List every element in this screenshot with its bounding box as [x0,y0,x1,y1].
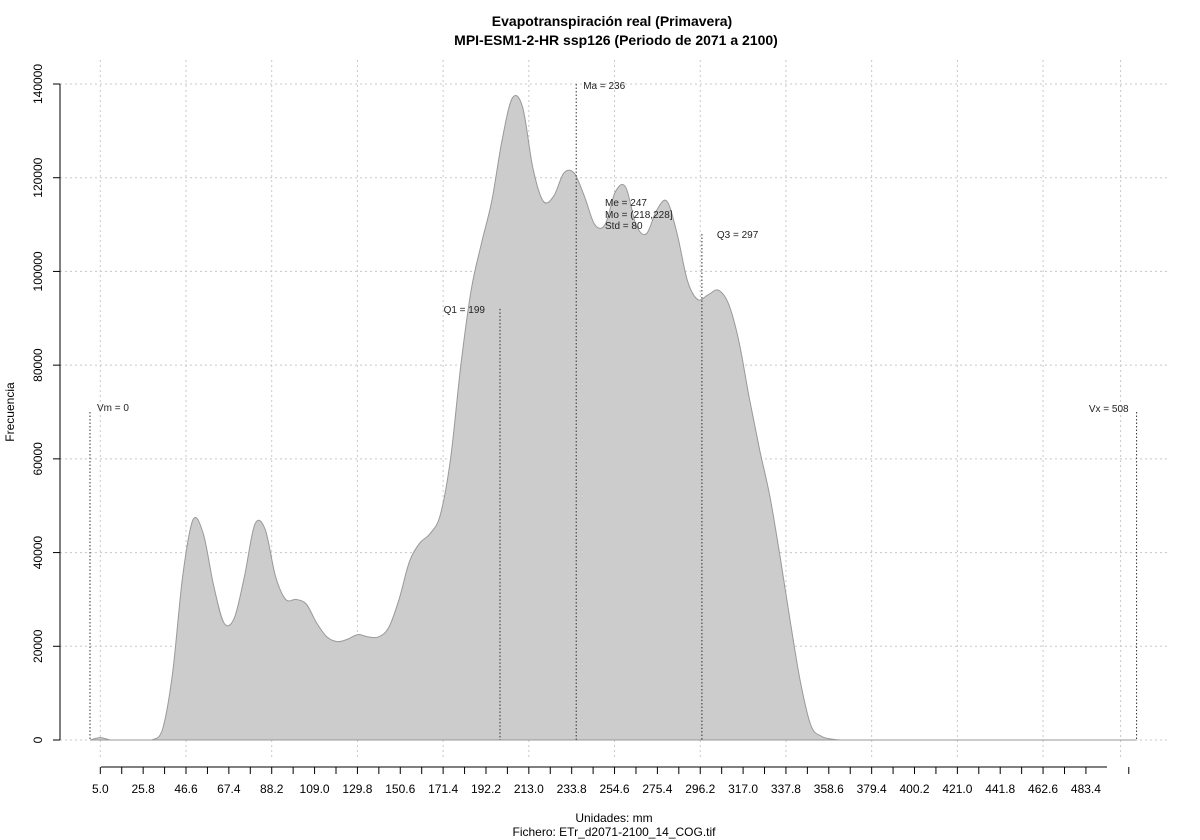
stat-mode: Mo = (218,228] [605,210,673,221]
x-tick-label-1: 25.8 [131,782,155,796]
x-tick-label-21: 441.8 [985,782,1015,796]
stat-median: Me = 247 [605,198,647,209]
x-axis-label: Unidades: mm [575,811,652,825]
x-tick-label-19: 400.2 [899,782,929,796]
x-tick-label-0: 5.0 [92,782,109,796]
x-tick-label-10: 213.0 [514,782,544,796]
reference-lines [89,84,1138,740]
y-tick-label-3: 60000 [31,442,45,476]
y-tick-label-7: 140000 [31,64,45,104]
x-tick-label-8: 171.4 [428,782,458,796]
x-tick-label-13: 275.4 [642,782,672,796]
density-area [89,95,1137,741]
y-tick-label-2: 40000 [31,536,45,570]
ref-label-2: Ma = 236 [583,81,625,92]
x-tick-label-22: 462.6 [1028,782,1058,796]
x-axis-ticks: 5.0 25.8 46.6 67.4 88.2 109.0 129.8 150.6 171.4 1… [92,767,1130,796]
x-tick-label-11: 233.8 [557,782,587,796]
x-tick-label-3: 67.4 [217,782,241,796]
y-axis-label: Frecuencia [3,382,17,442]
x-tick-label-14: 296.2 [685,782,715,796]
x-tick-label-6: 129.8 [342,782,372,796]
x-tick-label-7: 150.6 [385,782,415,796]
annotations: Vm = 0 Q1 = 199 Ma = 236 Q3 = 297 Vx = 508 [97,81,1129,415]
y-axis-ticks: 0 20000 40000 60000 80000 100000 120000 140000 [31,64,60,743]
y-tick-label-0: 0 [31,736,45,743]
stat-std: Std = 80 [605,221,643,232]
x-tick-label-4: 88.2 [260,782,284,796]
x-tick-label-5: 109.0 [300,782,330,796]
y-tick-label-6: 120000 [31,157,45,197]
x-tick-label-23: 483.4 [1071,782,1101,796]
x-tick-label-9: 192.2 [471,782,501,796]
ref-label-4: Vx = 508 [1089,404,1129,415]
chart-title: Evapotranspiración real (Primavera) [492,13,732,29]
source-file-label: Fichero: ETr_d2071-2100_14_COG.tif [513,825,717,839]
chart-subtitle: MPI-ESM1-2-HR ssp126 (Periodo de 2071 a … [454,32,778,48]
ref-label-1: Q1 = 199 [444,305,486,316]
ref-label-3: Q3 = 297 [717,230,759,241]
y-tick-label-5: 100000 [31,251,45,291]
y-tick-label-4: 80000 [31,348,45,382]
x-tick-label-20: 421.0 [942,782,972,796]
x-tick-label-18: 379.4 [857,782,887,796]
x-tick-label-15: 317.0 [728,782,758,796]
y-tick-label-1: 20000 [31,629,45,663]
ref-label-0: Vm = 0 [97,403,129,414]
x-tick-label-16: 337.8 [771,782,801,796]
stats-block: Me = 247 Mo = (218,228] Std = 80 [605,198,673,232]
x-tick-label-17: 358.6 [814,782,844,796]
x-tick-label-12: 254.6 [600,782,630,796]
x-tick-label-2: 46.6 [174,782,198,796]
